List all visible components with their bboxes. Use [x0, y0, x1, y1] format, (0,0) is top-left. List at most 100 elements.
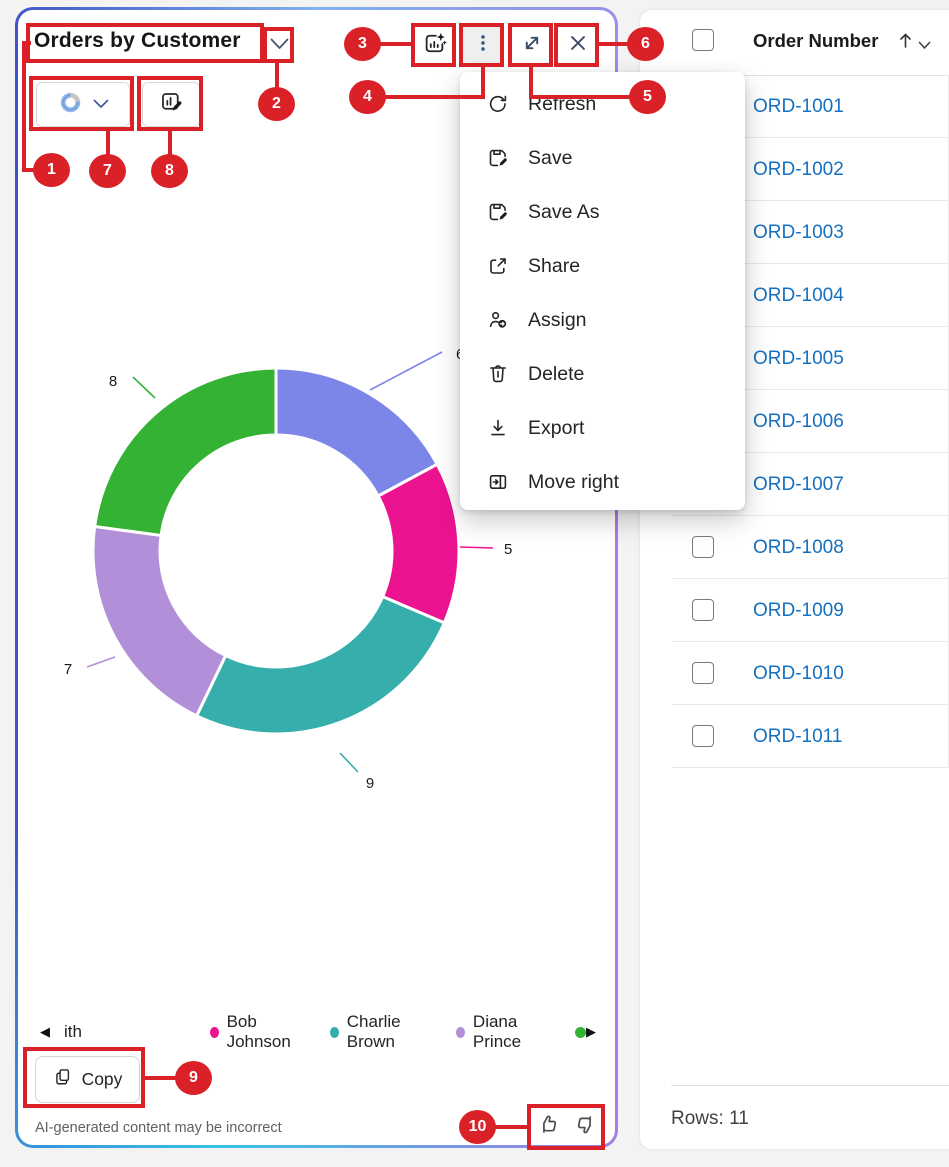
slice-leader-line	[132, 376, 156, 399]
legend-item[interactable]: Charlie Brown	[330, 1012, 430, 1052]
feedback-buttons	[536, 1112, 598, 1142]
table-row: ORD-1010	[640, 642, 949, 705]
menu-item-assign[interactable]: Assign	[460, 293, 745, 347]
chart-type-selector-button[interactable]	[36, 82, 130, 127]
annotation-box-8-edit-chart	[137, 76, 203, 131]
menu-item-label: Delete	[528, 362, 585, 385]
annotation-badge-2: 2	[258, 87, 295, 121]
slice-value-label: 8	[109, 373, 117, 390]
legend-dot	[574, 1026, 586, 1038]
close-icon	[565, 30, 591, 61]
menu-item-refresh[interactable]: Refresh	[460, 77, 745, 131]
annotation-badge-6: 6	[627, 27, 664, 61]
chart-title-dropdown-button[interactable]	[266, 33, 292, 59]
annotation-badge-5: 5	[629, 80, 666, 114]
menu-item-save[interactable]: Save	[460, 131, 745, 185]
menu-item-label: Save As	[528, 200, 600, 223]
edit-chart-button[interactable]	[142, 82, 200, 127]
menu-item-label: Save	[528, 146, 573, 169]
donut-chart[interactable]: 65978	[18, 10, 618, 1010]
donut-slice[interactable]	[92, 366, 278, 538]
order-link[interactable]: ORD-1010	[753, 663, 844, 684]
legend-item[interactable]: Diana Prince	[456, 1012, 549, 1052]
slice-value-label: 9	[366, 775, 374, 792]
row-checkbox[interactable]	[692, 536, 714, 558]
menu-item-export[interactable]: Export	[460, 401, 745, 455]
donut-slice[interactable]	[91, 524, 228, 718]
menu-item-save-as[interactable]: Save As	[460, 185, 745, 239]
annotation-box-4-more-options	[459, 23, 504, 67]
slice-leader-line	[459, 546, 494, 549]
legend-next-icon[interactable]: ▶	[586, 1024, 596, 1039]
close-button[interactable]	[557, 25, 598, 66]
donut-slice[interactable]	[194, 594, 447, 736]
annotation-box-10-feedback	[527, 1104, 605, 1150]
more-options-menu: Refresh Save Save As Share Assign	[460, 72, 745, 510]
annotation-line-3	[378, 42, 411, 46]
legend-label: Diana Prince	[472, 1012, 522, 1051]
copy-button-label: Copy	[81, 1069, 123, 1089]
slice-value-label: 5	[504, 541, 512, 558]
slice-value-label: 7	[64, 661, 72, 678]
legend-item[interactable]: ith	[64, 1022, 82, 1042]
annotation-line-7	[106, 131, 110, 156]
ai-insights-button[interactable]	[414, 25, 455, 66]
row-checkbox[interactable]	[692, 599, 714, 621]
edit-chart-icon	[158, 89, 184, 120]
table-row: ORD-1011	[640, 705, 949, 768]
more-options-button[interactable]	[462, 25, 503, 66]
donut-chart-icon	[58, 90, 83, 120]
annotation-line-5	[529, 95, 633, 99]
menu-item-delete[interactable]: Delete	[460, 347, 745, 401]
annotation-badge-10: 10	[459, 1110, 496, 1144]
legend-item[interactable]: Bob Johnson	[209, 1012, 304, 1052]
annotation-line-9	[145, 1076, 178, 1080]
assign-icon	[486, 308, 510, 332]
annotation-badge-4: 4	[349, 80, 386, 114]
annotation-line-10	[494, 1125, 529, 1129]
order-link[interactable]: ORD-1005	[753, 348, 844, 369]
menu-item-move-right[interactable]: Move right	[460, 455, 745, 509]
order-link[interactable]: ORD-1007	[753, 474, 844, 495]
delete-icon	[486, 362, 510, 386]
annotation-badge-8: 8	[151, 154, 188, 188]
order-link[interactable]: ORD-1002	[753, 159, 844, 180]
expand-button[interactable]	[511, 25, 552, 66]
thumb-up-icon[interactable]	[536, 1112, 561, 1142]
annotation-line-2	[275, 63, 279, 91]
order-link[interactable]: ORD-1008	[753, 537, 844, 558]
legend-dot	[456, 1026, 465, 1038]
order-link[interactable]: ORD-1009	[753, 600, 844, 621]
slice-leader-line	[86, 656, 116, 668]
sort-ascending-icon[interactable]	[898, 31, 913, 55]
table-row: ORD-1009	[640, 579, 949, 642]
orders-table-panel: Order Number ORD-1001 ORD-1002 ORD-1003 …	[640, 10, 949, 1149]
row-checkbox[interactable]	[692, 725, 714, 747]
legend-item[interactable]	[574, 1026, 586, 1038]
legend-prev-icon[interactable]: ◀	[40, 1024, 50, 1039]
order-link[interactable]: ORD-1011	[753, 726, 843, 747]
column-menu-chevron-icon[interactable]	[918, 37, 931, 55]
menu-item-label: Move right	[528, 470, 620, 493]
legend-dot	[209, 1026, 219, 1038]
refresh-icon	[486, 92, 510, 116]
order-link[interactable]: ORD-1003	[753, 222, 844, 243]
copy-button[interactable]: Copy	[35, 1056, 140, 1103]
row-checkbox[interactable]	[692, 662, 714, 684]
order-link[interactable]: ORD-1006	[753, 411, 844, 432]
order-link[interactable]: ORD-1001	[753, 96, 844, 117]
move-right-icon	[486, 470, 510, 494]
select-all-checkbox[interactable]	[692, 29, 714, 51]
thumb-down-icon[interactable]	[573, 1112, 598, 1142]
order-link[interactable]: ORD-1004	[753, 285, 844, 306]
chart-title: Orders by Customer	[34, 29, 241, 52]
menu-item-share[interactable]: Share	[460, 239, 745, 293]
chevron-down-icon	[93, 96, 109, 114]
copy-icon	[53, 1067, 73, 1092]
column-header-order-number[interactable]: Order Number	[753, 30, 879, 51]
footer-separator	[671, 1085, 949, 1086]
annotation-box-3-ai-insights	[411, 23, 456, 67]
export-icon	[486, 416, 510, 440]
chevron-down-icon	[270, 37, 289, 55]
